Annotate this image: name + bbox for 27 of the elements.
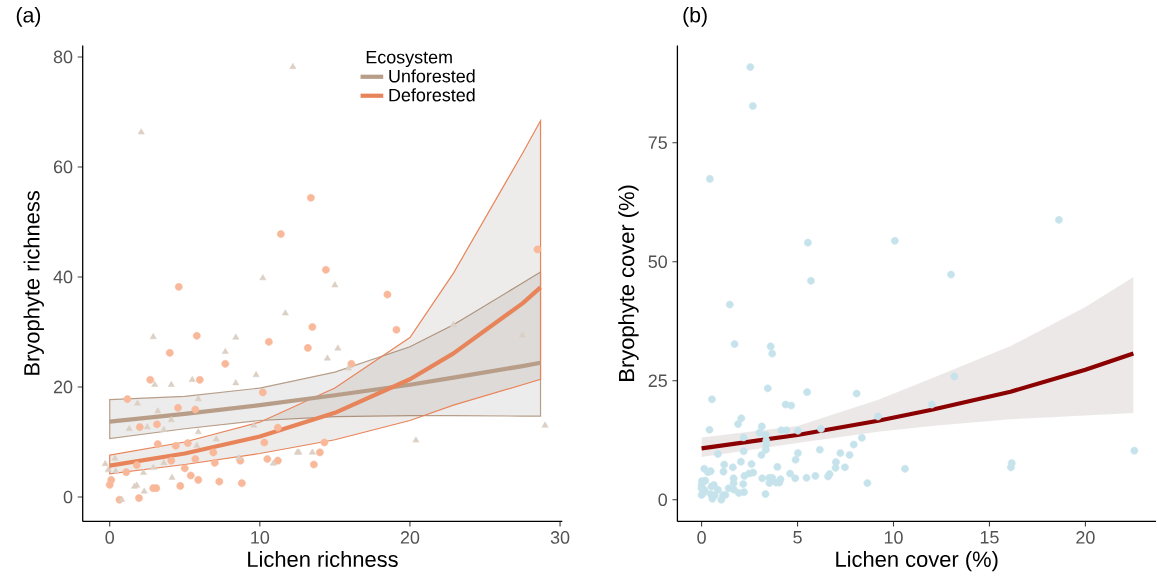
legend-label: Deforested — [389, 88, 475, 102]
y-tick-label: 40 — [53, 270, 73, 284]
y-tick-label: 0 — [63, 490, 73, 504]
y-tick-label: 60 — [53, 160, 73, 174]
y-tick-label: 75 — [648, 136, 667, 149]
chart-title: (b) — [683, 6, 707, 27]
x-tick-label: 0 — [105, 531, 114, 544]
x-tick-label: 15 — [980, 531, 999, 544]
x-tick-label: 20 — [400, 531, 420, 544]
y-tick-label: 20 — [53, 380, 73, 394]
x-tick-label: 5 — [793, 531, 802, 544]
legend-label: Unforested — [389, 69, 475, 83]
y-tick-label: 25 — [648, 374, 667, 388]
y-axis-title: Bryophyte cover (%) — [618, 185, 639, 381]
x-tick-label: 30 — [550, 531, 570, 544]
chart-title: (a) — [16, 6, 41, 27]
x-tick-label: 10 — [884, 531, 903, 544]
x-tick-label: 10 — [251, 531, 270, 544]
legend-title: Ecosystem — [366, 50, 452, 68]
x-axis-title: Lichen richness — [248, 550, 398, 567]
y-axis-title: Bryophyte richness — [23, 191, 44, 375]
x-tick-label: 0 — [697, 531, 706, 544]
y-tick-label: 0 — [658, 493, 668, 507]
y-tick-label: 80 — [53, 50, 73, 64]
x-axis-title: Lichen cover (%) — [836, 550, 998, 572]
y-tick-label: 50 — [648, 255, 668, 269]
x-tick-label: 20 — [1076, 531, 1095, 544]
